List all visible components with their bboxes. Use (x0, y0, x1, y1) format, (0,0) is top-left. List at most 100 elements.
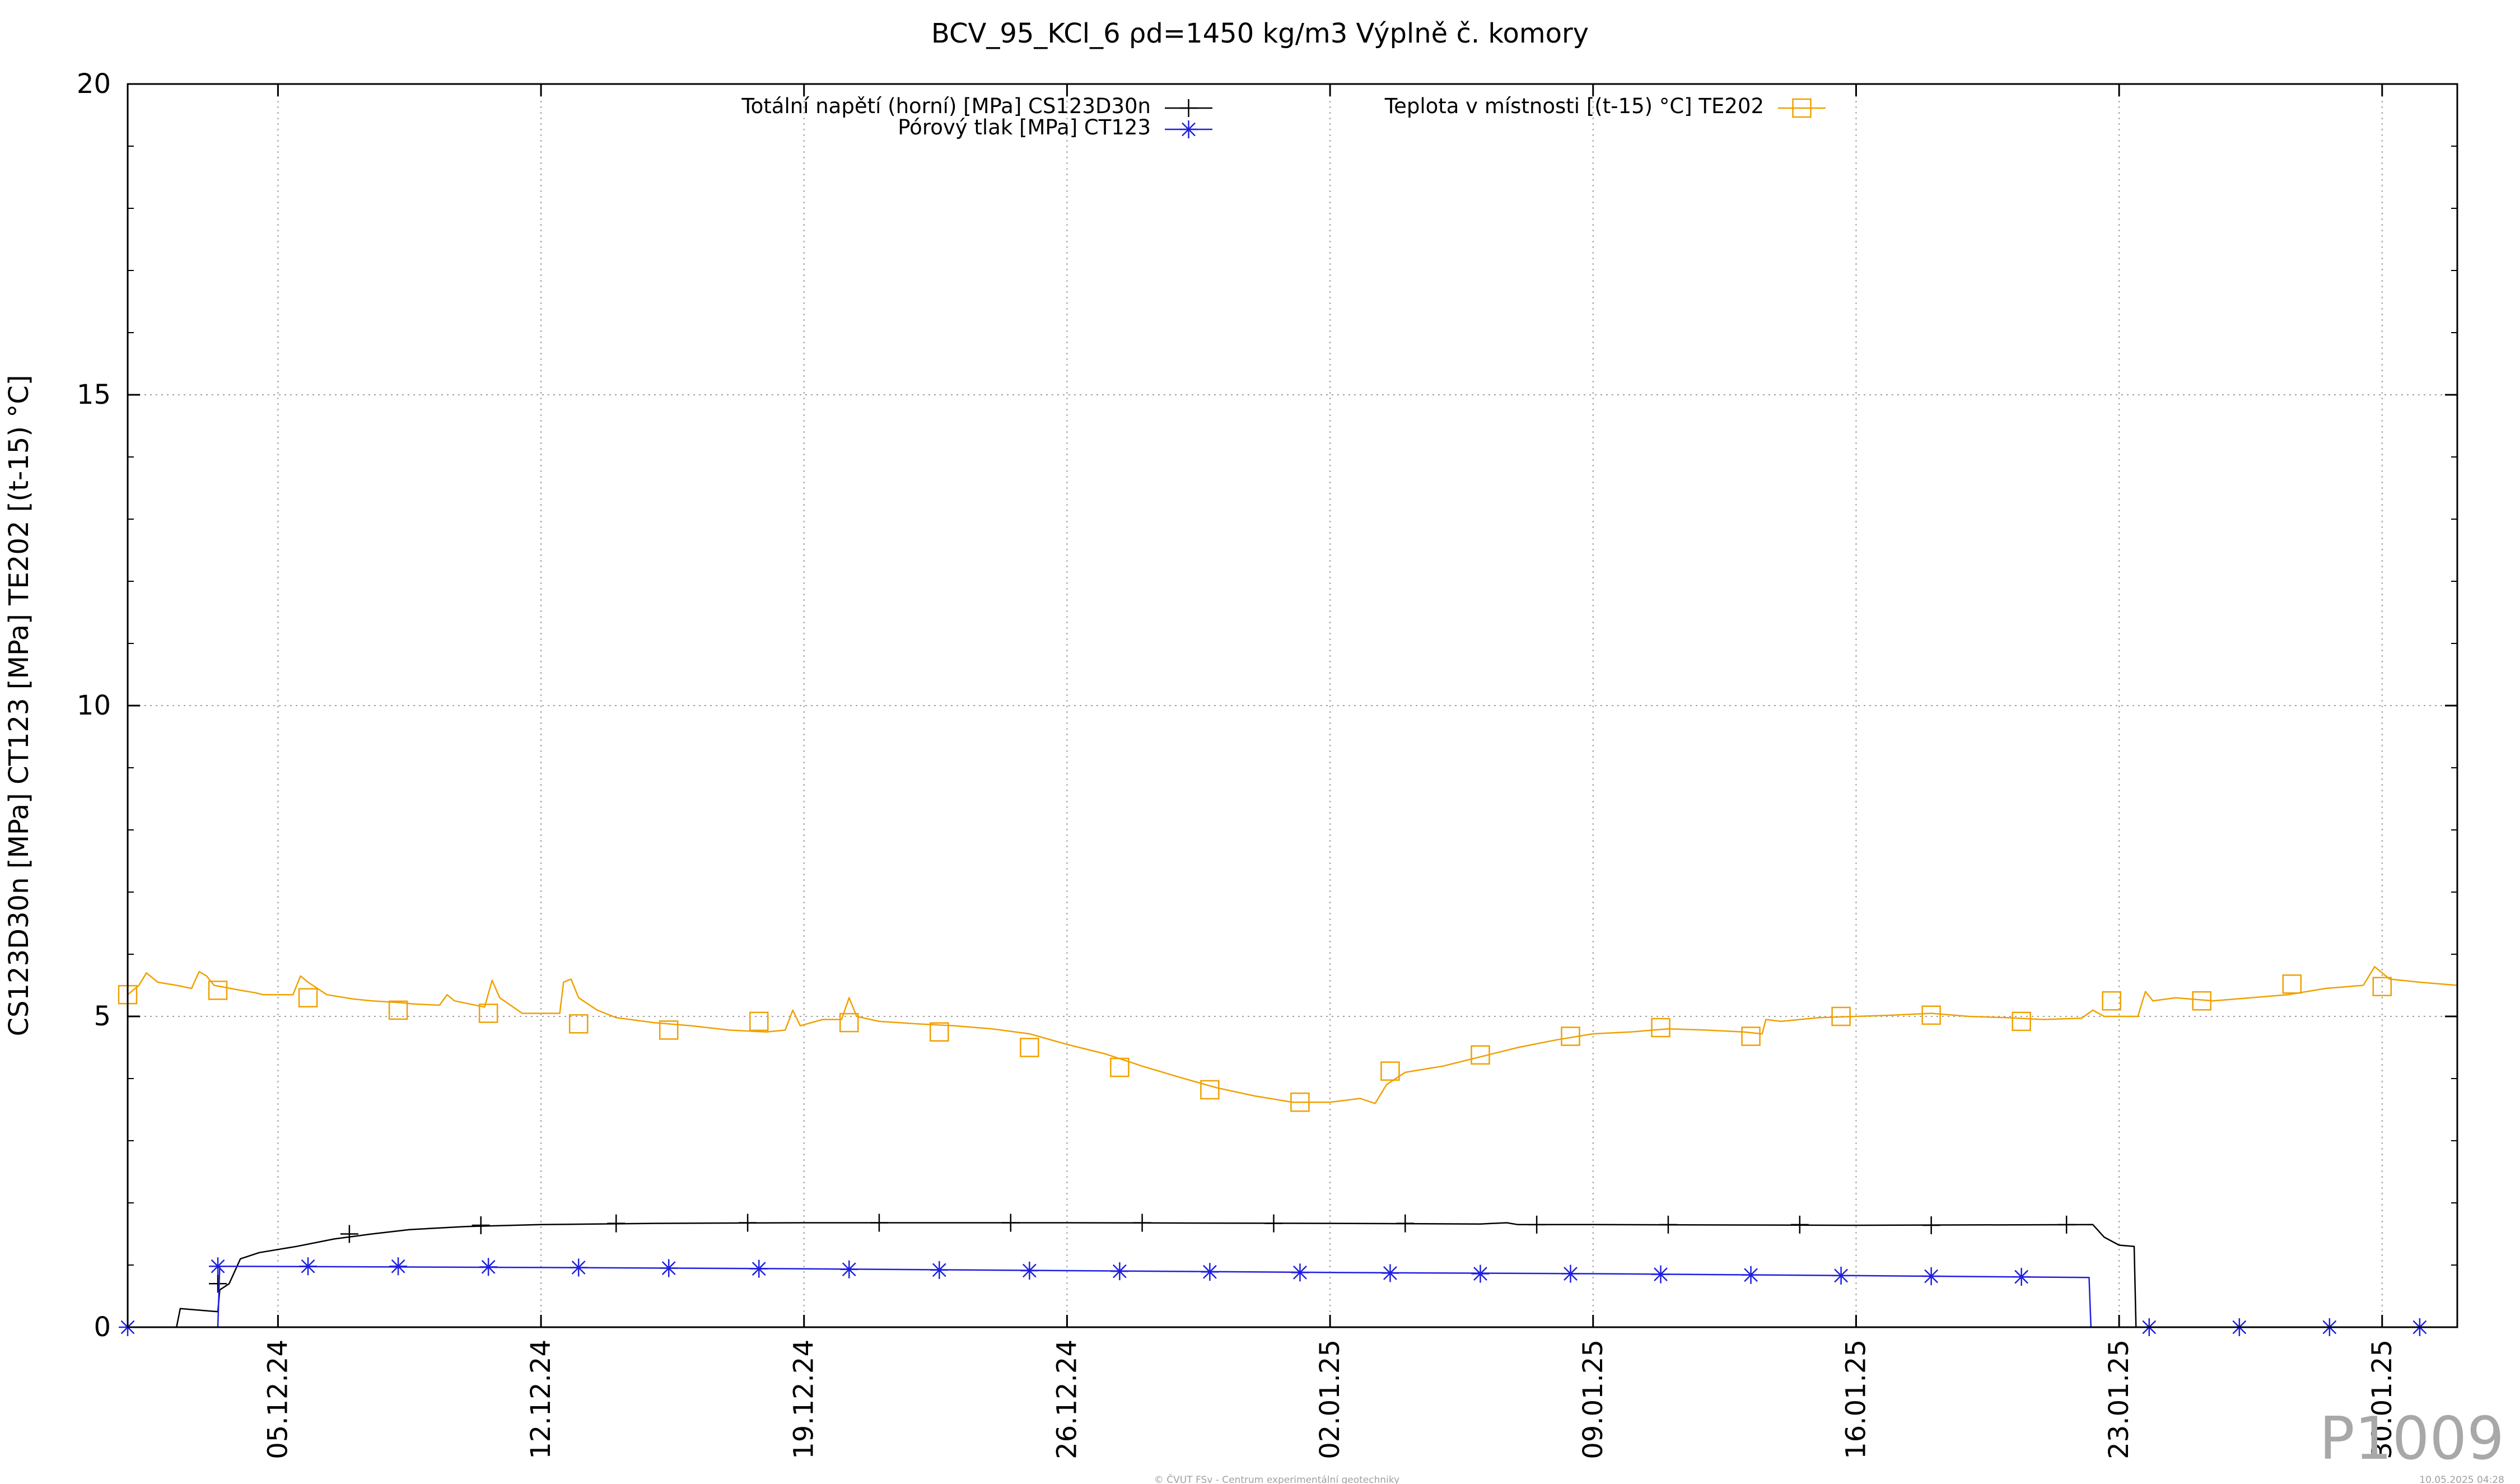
series-marker (870, 1214, 888, 1232)
series-marker (1528, 1215, 1546, 1234)
series-marker (840, 1260, 858, 1278)
series-marker (749, 1011, 769, 1032)
series-marker (1396, 1214, 1415, 1233)
series-marker (208, 981, 228, 1000)
footer-timestamp: 10.05.2025 04:28 (2419, 1474, 2504, 1484)
series-marker (340, 1225, 358, 1243)
series-marker (2102, 991, 2121, 1011)
x-tick-label: 26.12.24 (1051, 1340, 1082, 1459)
series-marker (1792, 98, 1812, 118)
series-line (128, 1265, 2457, 1328)
series-marker (570, 1258, 588, 1277)
series-marker (2192, 991, 2211, 1011)
series-marker (1133, 1214, 1151, 1232)
series-marker (660, 1259, 678, 1277)
legend-entry: Pórový tlak [MPa] CT123 (898, 115, 1212, 139)
watermark: P1009 (2319, 1404, 2504, 1473)
series-line (128, 1222, 2457, 1328)
series-marker (1659, 1215, 1677, 1234)
series-marker (750, 1259, 768, 1278)
series-0 (128, 1214, 2457, 1328)
series-marker (1471, 1264, 1490, 1283)
series-marker (1922, 1216, 1940, 1234)
series-marker (1200, 1080, 1220, 1100)
series-marker (1264, 1214, 1283, 1233)
series-marker (479, 1258, 498, 1276)
x-tick-label: 02.01.25 (1314, 1340, 1346, 1459)
footer-credit: © ČVUT FSv - Centrum experimentální geot… (1154, 1473, 1399, 1484)
series-marker (1832, 1266, 1850, 1285)
series-layer (118, 965, 2458, 1336)
legend-label: Teplota v místnosti [(t-15) °C] TE202 (1384, 94, 1764, 118)
legend: Totální napětí (horní) [MPa] CS123D30nPó… (741, 94, 1826, 139)
series-marker (1290, 1092, 1310, 1112)
series-marker (1561, 1026, 1580, 1046)
series-marker (1291, 1263, 1309, 1282)
grid (128, 84, 2457, 1327)
series-marker (1651, 1018, 1670, 1038)
series-marker (389, 1257, 408, 1276)
series-marker (478, 1004, 498, 1023)
series-marker (1001, 1214, 1020, 1232)
x-tick-label: 30.01.25 (2367, 1340, 2398, 1459)
series-marker (1922, 1267, 1940, 1285)
series-marker (388, 1000, 408, 1020)
series-marker (1651, 1265, 1670, 1284)
series-marker (2057, 1215, 2076, 1234)
series-marker (739, 1214, 757, 1232)
series-marker (1110, 1262, 1129, 1281)
series-marker (1381, 1264, 1399, 1282)
y-axis-label: CS123D30n [MPa] CT123 [MPa] TE202 [(t-15… (3, 375, 35, 1036)
x-tick-label: 12.12.24 (525, 1340, 557, 1459)
series-marker (299, 1257, 318, 1276)
series-line (127, 965, 2458, 1104)
series-marker (1921, 1005, 1941, 1025)
chart-title: BCV_95_KCl_6 ρd=1450 kg/m3 Výplně č. kom… (931, 18, 1589, 49)
series-marker (1790, 1215, 1809, 1234)
y-tick-label: 20 (77, 68, 111, 100)
series-2 (118, 965, 2458, 1112)
series-marker (1471, 1045, 1490, 1065)
series-marker (298, 988, 318, 1007)
series-marker (2012, 1011, 2031, 1032)
x-tick-label: 19.12.24 (788, 1340, 820, 1459)
series-marker (472, 1216, 490, 1234)
series-marker (1110, 1057, 1130, 1077)
series-marker (930, 1261, 949, 1279)
series-marker (1179, 99, 1198, 117)
legend-entry: Totální napětí (horní) [MPa] CS123D30n (741, 94, 1212, 118)
x-tick-label: 09.01.25 (1578, 1340, 1609, 1459)
series-marker (1201, 1263, 1219, 1281)
x-tick-label: 05.12.24 (262, 1340, 293, 1459)
series-marker (1020, 1038, 1039, 1057)
series-marker (1380, 1061, 1400, 1081)
y-tick-label: 0 (94, 1312, 111, 1343)
series-marker (1561, 1264, 1580, 1283)
series-marker (659, 1020, 679, 1040)
series-marker (568, 1014, 589, 1034)
legend-label: Pórový tlak [MPa] CT123 (898, 115, 1151, 139)
legend-label: Totální napětí (horní) [MPa] CS123D30n (741, 94, 1151, 118)
series-marker (2012, 1268, 2031, 1286)
series-marker (2282, 974, 2302, 994)
series-marker (930, 1022, 949, 1042)
x-tick-label: 16.01.25 (1840, 1340, 1872, 1459)
legend-entry: Teplota v místnosti [(t-15) °C] TE202 (1384, 94, 1826, 118)
y-tick-label: 5 (94, 1001, 111, 1032)
series-marker (1020, 1261, 1039, 1280)
series-marker (209, 1275, 227, 1293)
series-marker (209, 1257, 227, 1276)
series-marker (607, 1214, 626, 1233)
series-marker (1742, 1266, 1760, 1284)
series-marker (1179, 120, 1198, 138)
series-marker (2372, 977, 2392, 996)
series-marker (1831, 1006, 1851, 1026)
series-marker (839, 1012, 859, 1033)
x-tick-label: 23.01.25 (2103, 1340, 2135, 1459)
series-marker (1741, 1026, 1761, 1046)
y-tick-label: 15 (77, 379, 111, 410)
axes: 0 5 10 15 20 05.12.24 12.12.24 19.12.24 26.12.24… (77, 68, 2457, 1459)
series-1 (119, 1257, 2457, 1336)
y-tick-label: 10 (77, 690, 111, 721)
